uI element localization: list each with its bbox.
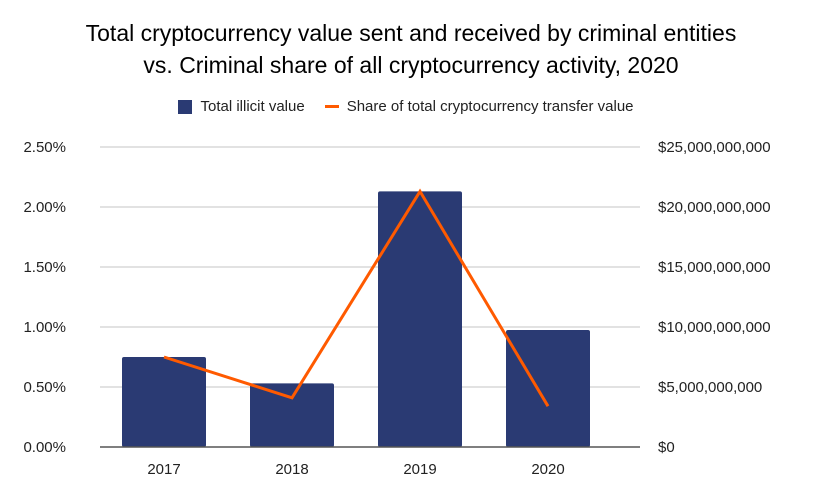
legend-label-bar: Total illicit value [200,98,305,115]
left-tick-label: 1.00% [23,319,66,336]
legend: Total illicit value Share of total crypt… [0,98,822,115]
chart-title: Total cryptocurrency value sent and rece… [85,20,737,46]
bar-2019 [378,191,462,447]
legend-item-bar: Total illicit value [178,98,305,115]
x-tick-label: 2017 [147,461,180,478]
left-tick-label: 0.50% [23,379,66,396]
legend-swatch-bar [178,99,193,114]
legend-label-line: Share of total cryptocurrency transfer v… [346,98,634,115]
bar-2020 [506,330,590,447]
right-tick-label: $15,000,000,000 [658,259,771,276]
share-line [163,188,550,407]
left-tick-label: 2.50% [23,139,66,156]
left-tick-label: 1.50% [23,259,66,276]
left-tick-label: 2.00% [23,199,66,216]
right-tick-label: $20,000,000,000 [658,199,771,216]
x-tick-label: 2018 [275,461,308,478]
left-tick-label: 0.00% [23,439,66,456]
right-tick-label: $25,000,000,000 [658,139,771,156]
legend-swatch-line [324,105,339,108]
right-tick-label: $0 [658,439,675,456]
right-tick-label: $5,000,000,000 [658,379,762,396]
x-tick-label: 2019 [403,461,436,478]
x-tick-label: 2020 [531,461,564,478]
bar-2017 [122,357,206,447]
bar-2018 [250,383,334,447]
right-tick-label: $10,000,000,000 [658,319,771,336]
legend-item-line: Share of total cryptocurrency transfer v… [324,98,634,115]
chart-subtitle: vs. Criminal share of all cryptocurrency… [143,52,679,78]
